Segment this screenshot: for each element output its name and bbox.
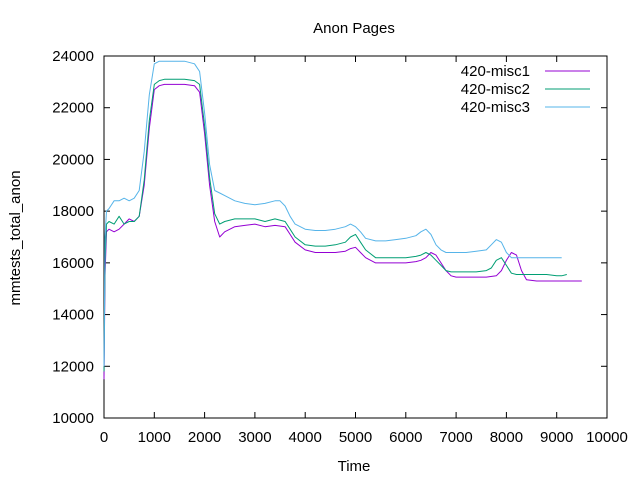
x-axis: 0 1000 2000 3000 4000 5000 6000 7000 8000 9000 100… [100,56,628,446]
x-tick-label: 1000 [138,429,171,446]
plot-border [103,55,608,419]
y-tick-label: 18000 [52,203,94,220]
legend-label-420-misc3: 420-misc3 [461,99,530,116]
legend-label-420-misc2: 420-misc2 [461,81,530,98]
x-tick-label: 6000 [389,429,422,446]
y-tick-label: 10000 [52,410,94,427]
x-axis-label: Time [338,458,371,475]
series-line-420-misc2 [103,78,567,372]
x-tick-label: 7000 [439,429,472,446]
y-tick-label: 14000 [52,307,94,324]
x-tick-label: 9000 [540,429,573,446]
x-tick-label: 5000 [339,429,372,446]
series-line-420-misc1 [103,83,582,380]
x-tick-label: 0 [100,429,108,446]
x-tick-label: 8000 [490,429,523,446]
legend-label-420-misc1: 420-misc1 [461,63,530,80]
y-tick-label: 20000 [52,151,94,168]
x-tick-label: 3000 [238,429,271,446]
y-tick-label: 22000 [52,100,94,117]
x-tick-label: 2000 [188,429,221,446]
series-line-420-misc3 [103,60,562,367]
y-tick-label: 24000 [52,48,94,65]
y-tick-label: 16000 [52,255,94,272]
x-tick-label: 10000 [586,429,628,446]
chart-title: Anon Pages [313,20,395,37]
series-lines [103,60,582,380]
y-tick-label: 12000 [52,358,94,375]
plot-frame [103,55,608,419]
y-axis-label: mmtests_total_anon [7,170,24,305]
y-axis: 10000 12000 14000 16000 18000 20000 22000 24000 [52,48,607,427]
x-tick-label: 4000 [289,429,322,446]
